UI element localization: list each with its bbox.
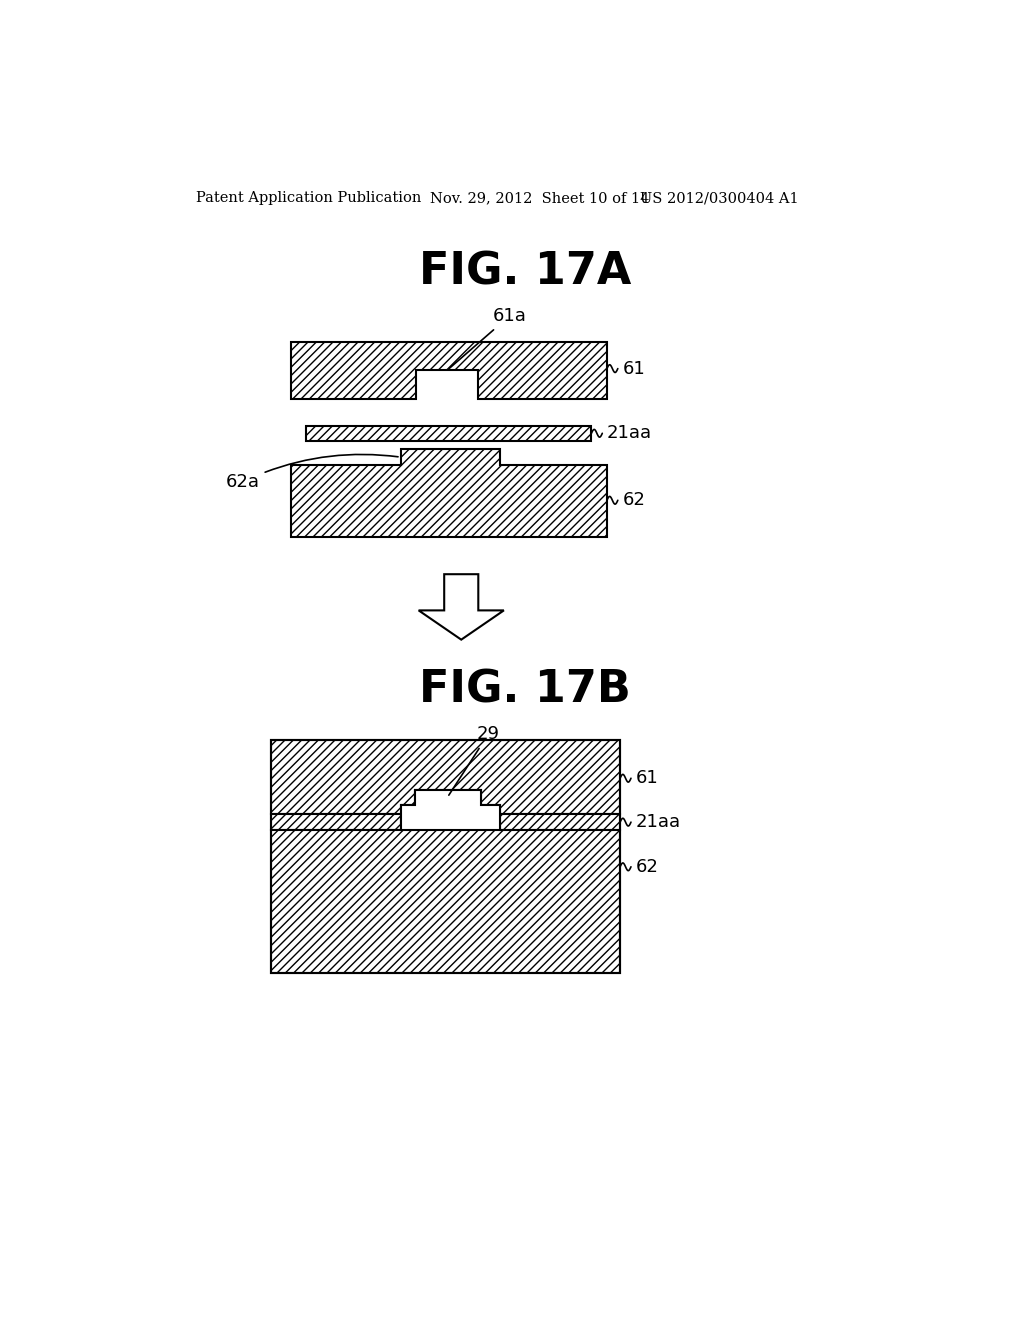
Text: FIG. 17A: FIG. 17A [419, 251, 631, 294]
Polygon shape [306, 426, 592, 441]
Text: 62: 62 [636, 858, 658, 875]
Text: Nov. 29, 2012  Sheet 10 of 14: Nov. 29, 2012 Sheet 10 of 14 [430, 191, 649, 206]
Text: 62a: 62a [225, 454, 398, 491]
Polygon shape [419, 574, 504, 640]
Text: 61: 61 [636, 770, 658, 787]
Polygon shape [271, 805, 621, 973]
Polygon shape [291, 449, 607, 537]
Text: 29: 29 [449, 726, 500, 795]
Text: US 2012/0300404 A1: US 2012/0300404 A1 [640, 191, 798, 206]
Text: 61: 61 [623, 359, 645, 378]
Polygon shape [291, 342, 607, 399]
Polygon shape [271, 814, 621, 830]
Text: 62: 62 [623, 491, 645, 510]
Text: 21aa: 21aa [636, 813, 681, 832]
Text: 21aa: 21aa [607, 424, 652, 442]
Text: Patent Application Publication: Patent Application Publication [197, 191, 422, 206]
Text: FIG. 17B: FIG. 17B [419, 668, 631, 711]
Polygon shape [271, 739, 621, 814]
Bar [271, 739, 621, 973]
Text: 61a: 61a [450, 308, 526, 368]
Polygon shape [400, 789, 500, 830]
